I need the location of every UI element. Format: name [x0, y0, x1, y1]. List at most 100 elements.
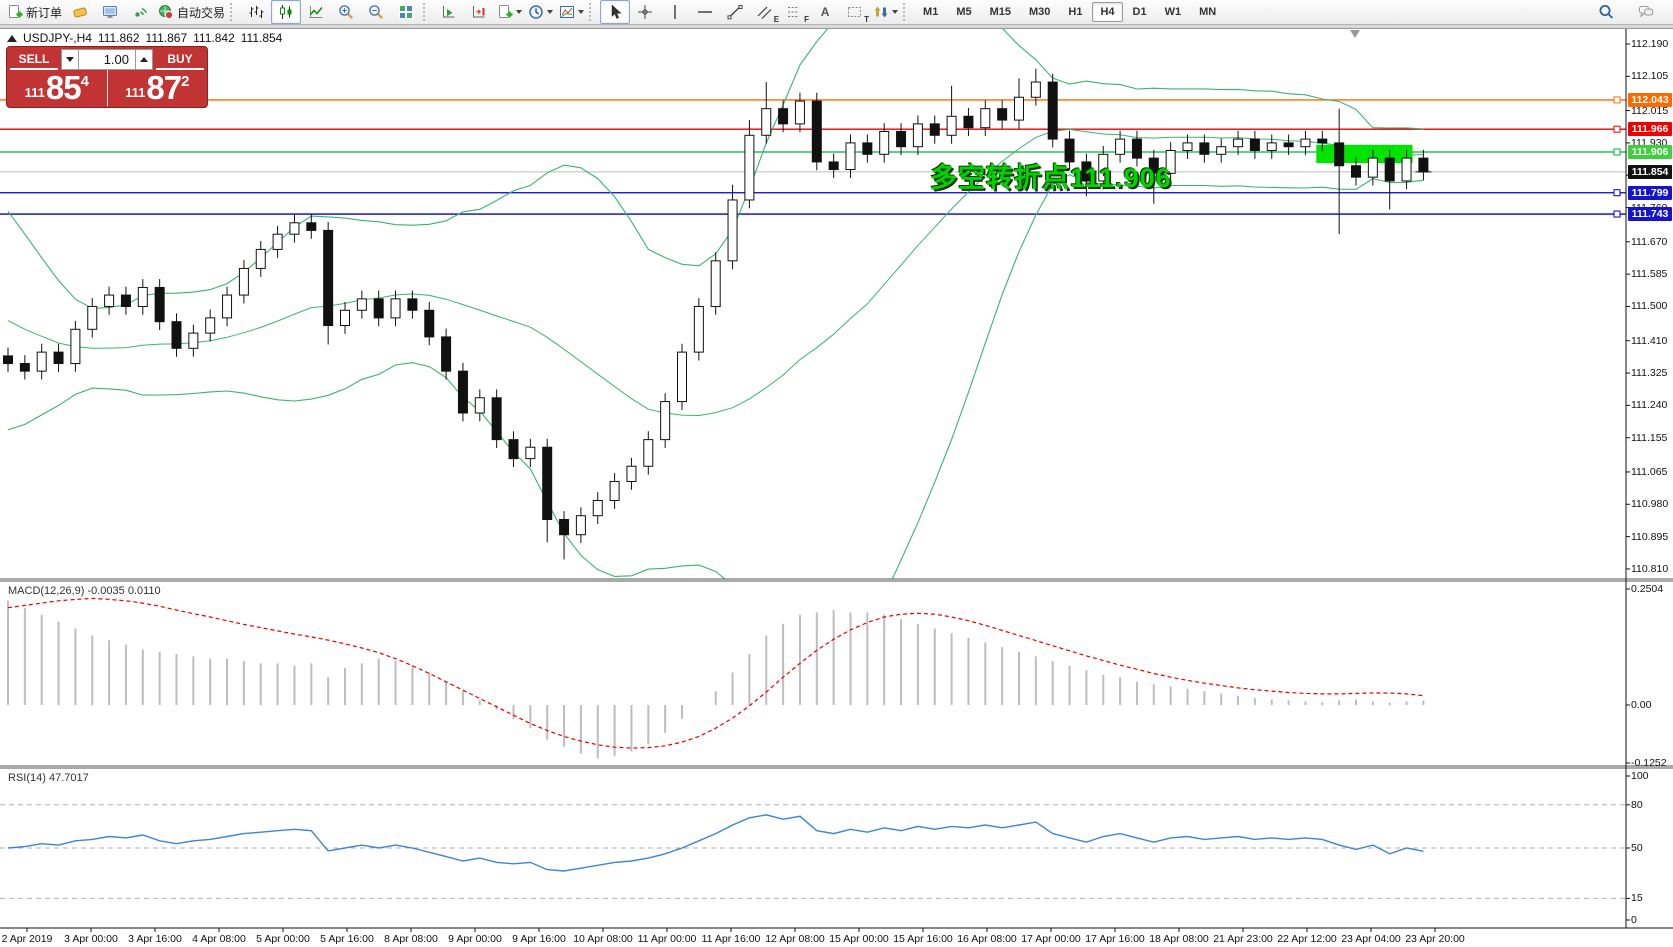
- toolbar-button-fibonacci[interactable]: F: [780, 0, 810, 24]
- bull-candle: [525, 446, 536, 460]
- volume-stepper: 1.00: [61, 49, 153, 70]
- volume-decrease-button[interactable]: [61, 49, 79, 70]
- toolbar-button-indicators[interactable]: [556, 0, 587, 24]
- toolbar-button-periods[interactable]: [525, 0, 556, 24]
- toolbar-button-cursor[interactable]: [600, 0, 631, 24]
- bear-candle: [862, 142, 873, 155]
- toolbar-button-chat[interactable]: [1631, 0, 1661, 24]
- toolbar-button-crosshair[interactable]: [630, 0, 660, 24]
- toolbar-button-zoom-out[interactable]: [361, 0, 391, 24]
- volume-input[interactable]: 1.00: [79, 49, 135, 70]
- toolbar-button-vertical-line[interactable]: [660, 0, 690, 24]
- toolbar-button-auto-scroll[interactable]: [434, 0, 464, 24]
- timeframe-m1[interactable]: M1: [923, 6, 939, 18]
- bull-candle: [609, 480, 620, 501]
- bear-candle: [508, 439, 519, 460]
- bull-candle: [272, 233, 283, 250]
- sell-button[interactable]: SELL: [10, 49, 58, 70]
- toolbar-button-bars-chart[interactable]: [241, 0, 271, 24]
- toolbar-button-channel[interactable]: E: [750, 0, 780, 24]
- symbol-period-label: USDJPY-,H4: [23, 31, 92, 45]
- toolbar-group-chart-type: [241, 0, 331, 24]
- toolbar-button-zoom-in[interactable]: [331, 0, 361, 24]
- toolbar-button-trendline[interactable]: [720, 0, 750, 24]
- toolbar-button-search[interactable]: [1591, 0, 1621, 24]
- bid-price-figure: 111: [24, 85, 45, 100]
- buy-button[interactable]: BUY: [156, 49, 204, 70]
- timeframe-d1[interactable]: D1: [1132, 6, 1147, 18]
- bull-candle: [70, 328, 81, 365]
- arrow-up-icon: [140, 57, 148, 62]
- auto-scroll-icon: [441, 4, 457, 20]
- timeframe-m30[interactable]: M30: [1029, 6, 1051, 18]
- toolbar-button-line-chart[interactable]: [301, 0, 331, 24]
- timeframe-mn[interactable]: MN: [1199, 6, 1217, 18]
- toolbar-button-new-template[interactable]: [494, 0, 525, 24]
- bars-chart-icon: [248, 4, 264, 20]
- bull-candle: [1165, 150, 1176, 174]
- toolbar-button-horizontal-line[interactable]: [690, 0, 720, 24]
- bull-candle: [643, 439, 654, 467]
- bull-candle: [1300, 138, 1311, 148]
- toolbar-button-chart-shift[interactable]: [464, 0, 494, 24]
- toolbar-button-shapes[interactable]: [870, 0, 901, 24]
- bear-candle: [828, 161, 839, 171]
- toolbar-grip: [230, 3, 239, 21]
- new-order-icon: [7, 4, 23, 20]
- timeframe-h1[interactable]: H1: [1068, 6, 1083, 18]
- chevron-down-icon: [892, 10, 899, 14]
- bull-candle: [575, 515, 586, 536]
- toolbar-button-label[interactable]: T: [840, 0, 870, 24]
- label-corner-glyph: T: [864, 15, 870, 24]
- horizontal-line-icon: [697, 4, 713, 20]
- toolbar-button-tile-windows[interactable]: [391, 0, 421, 24]
- bull-candle: [137, 286, 148, 307]
- timeframe-m15[interactable]: M15: [989, 6, 1011, 18]
- toolbar-grip: [903, 3, 912, 21]
- collapse-triangle-icon[interactable]: [7, 34, 17, 42]
- text-glyph: A: [820, 5, 830, 19]
- bull-candle: [222, 294, 233, 319]
- bollinger-lower-band: [7, 174, 1424, 579]
- bull-candle: [1098, 153, 1109, 182]
- bull-candle: [1401, 157, 1412, 182]
- bull-candle: [1182, 142, 1193, 152]
- bull-candle: [1233, 138, 1244, 148]
- bull-candle: [845, 142, 856, 171]
- shapes-icon: [873, 4, 889, 20]
- bear-candle: [457, 370, 468, 414]
- bear-candle: [1283, 142, 1294, 148]
- bear-candle: [441, 336, 452, 372]
- timeframe-m5[interactable]: M5: [956, 6, 972, 18]
- bull-candle: [660, 401, 671, 441]
- toolbar-group-scroll: [434, 0, 494, 24]
- bid-price[interactable]: 111 85 4: [7, 70, 108, 106]
- toolbar-button-candles-chart[interactable]: [271, 0, 302, 24]
- ohlc-high: 111.867: [145, 31, 188, 45]
- toolbar-button-metaeditor[interactable]: [65, 0, 95, 24]
- bull-candle: [188, 332, 199, 349]
- vertical-line-icon: [667, 4, 683, 20]
- toolbar-button-text[interactable]: A: [810, 0, 840, 24]
- toolbar-button-new-order[interactable]: 新订单: [4, 0, 65, 24]
- timeframe-w1[interactable]: W1: [1164, 6, 1182, 18]
- bear-candle: [120, 294, 131, 307]
- volume-increase-button[interactable]: [135, 49, 153, 70]
- bear-candle: [323, 229, 334, 326]
- timeframe-h4[interactable]: H4: [1092, 2, 1123, 22]
- toolbar-button-monitor[interactable]: [95, 0, 125, 24]
- bull-candle: [87, 305, 98, 330]
- periods-icon: [528, 4, 544, 20]
- one-click-trading-panel: SELL 1.00 BUY 111 85 4 111 87 2: [6, 46, 208, 108]
- chat-icon: [1638, 4, 1654, 20]
- tile-windows-icon: [398, 4, 414, 20]
- ask-price[interactable]: 111 87 2: [108, 70, 208, 106]
- toolbar-button-signal[interactable]: [125, 0, 155, 24]
- indicators-icon: [559, 4, 575, 20]
- toolbar-button-autotrading[interactable]: 自动交易: [155, 0, 228, 24]
- bull-candle: [1115, 138, 1126, 155]
- bull-candle: [794, 100, 805, 125]
- ohlc-close: 111.854: [240, 31, 283, 45]
- bear-candle: [19, 363, 30, 372]
